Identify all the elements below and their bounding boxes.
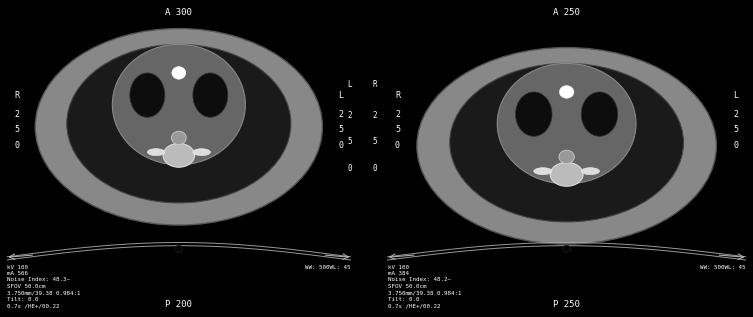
Text: P 200: P 200 (166, 300, 192, 309)
Text: 5: 5 (338, 126, 343, 134)
Ellipse shape (417, 48, 716, 244)
Text: 0: 0 (348, 164, 352, 172)
Ellipse shape (516, 92, 552, 136)
Ellipse shape (175, 245, 183, 252)
Text: 0: 0 (395, 141, 400, 150)
Ellipse shape (550, 162, 583, 186)
Ellipse shape (581, 168, 599, 175)
Text: 2: 2 (348, 111, 352, 120)
Text: 0: 0 (338, 141, 343, 150)
Ellipse shape (562, 245, 571, 252)
Text: R: R (14, 91, 20, 100)
Text: 5: 5 (733, 126, 738, 134)
Text: 5: 5 (14, 126, 20, 134)
Text: 0: 0 (14, 141, 20, 150)
Text: kV 100
mA 384
Noise Index: 48.2~
SFOV 50.0cm
3.750mm/39.38 0.984:1
Tilt: 0.0
0.7: kV 100 mA 384 Noise Index: 48.2~ SFOV 50… (388, 265, 461, 308)
Ellipse shape (112, 44, 245, 165)
Text: WW: 500WL: 45: WW: 500WL: 45 (700, 265, 745, 270)
Text: kV 100
mA 566
Noise Index: 48.3~
SFOV 50.0cm
3.750mm/39.38 0.984:1
Tilt: 0.0
0.7: kV 100 mA 566 Noise Index: 48.3~ SFOV 50… (8, 265, 81, 308)
Text: 5: 5 (348, 137, 352, 146)
Text: 2: 2 (372, 111, 376, 120)
Text: L: L (733, 91, 738, 100)
Ellipse shape (581, 92, 617, 136)
Text: WW: 500WL: 45: WW: 500WL: 45 (305, 265, 350, 270)
Ellipse shape (130, 73, 165, 117)
Text: 2: 2 (14, 110, 20, 119)
Text: 2: 2 (733, 110, 738, 119)
Ellipse shape (172, 131, 186, 145)
Text: 5: 5 (372, 137, 376, 146)
Ellipse shape (163, 143, 194, 167)
Ellipse shape (497, 63, 636, 184)
Text: L: L (338, 91, 343, 100)
Text: 0: 0 (733, 141, 738, 150)
Ellipse shape (534, 168, 552, 175)
Text: 5: 5 (395, 126, 400, 134)
Text: A 250: A 250 (553, 8, 580, 17)
Text: 0: 0 (372, 164, 376, 172)
Text: R: R (395, 91, 400, 100)
Ellipse shape (148, 149, 165, 156)
Ellipse shape (172, 67, 186, 79)
Ellipse shape (35, 29, 322, 225)
Text: A 300: A 300 (166, 8, 192, 17)
Ellipse shape (67, 44, 291, 203)
Ellipse shape (193, 73, 228, 117)
Text: P 250: P 250 (553, 300, 580, 309)
Text: 2: 2 (338, 110, 343, 119)
Ellipse shape (193, 149, 210, 156)
Ellipse shape (559, 86, 574, 98)
Text: 2: 2 (395, 110, 400, 119)
Ellipse shape (559, 150, 575, 164)
Text: R: R (372, 80, 376, 89)
Text: L: L (348, 80, 352, 89)
Ellipse shape (450, 63, 684, 222)
